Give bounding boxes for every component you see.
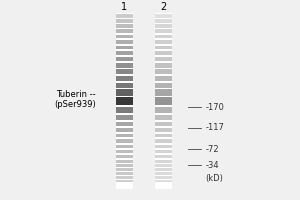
Bar bbox=[116, 115, 133, 120]
Bar bbox=[116, 145, 133, 148]
Bar bbox=[155, 89, 172, 96]
Bar bbox=[155, 172, 172, 175]
Bar bbox=[116, 128, 133, 132]
Bar bbox=[116, 46, 133, 49]
Bar bbox=[116, 57, 133, 61]
Bar bbox=[155, 40, 172, 44]
Bar bbox=[116, 24, 133, 28]
Bar bbox=[116, 168, 133, 171]
Bar bbox=[116, 35, 133, 38]
Bar bbox=[155, 122, 172, 126]
Bar bbox=[116, 63, 133, 68]
Bar bbox=[116, 19, 133, 23]
Bar bbox=[116, 180, 133, 182]
Bar bbox=[116, 14, 133, 18]
Bar bbox=[116, 176, 133, 179]
Bar bbox=[155, 107, 172, 113]
Text: -72: -72 bbox=[206, 144, 219, 154]
Bar bbox=[155, 19, 172, 23]
Bar bbox=[155, 180, 172, 182]
Text: 1: 1 bbox=[122, 2, 128, 12]
Bar bbox=[155, 51, 172, 55]
Bar bbox=[116, 76, 133, 81]
Bar bbox=[155, 115, 172, 120]
Bar bbox=[155, 46, 172, 49]
Bar bbox=[155, 35, 172, 38]
Text: (kD): (kD) bbox=[206, 174, 224, 184]
Bar bbox=[155, 13, 172, 189]
Bar bbox=[116, 160, 133, 162]
Bar bbox=[155, 134, 172, 137]
Bar bbox=[155, 128, 172, 132]
Bar bbox=[116, 155, 133, 158]
Text: Tuberin --: Tuberin -- bbox=[56, 90, 96, 99]
Bar bbox=[116, 40, 133, 44]
Bar bbox=[116, 164, 133, 167]
Bar bbox=[116, 97, 133, 105]
Bar bbox=[116, 13, 133, 189]
Bar bbox=[116, 139, 133, 143]
Bar bbox=[116, 69, 133, 74]
Bar bbox=[155, 83, 172, 88]
Text: -34: -34 bbox=[206, 160, 219, 170]
Bar bbox=[155, 176, 172, 179]
Bar bbox=[155, 164, 172, 167]
Bar bbox=[116, 150, 133, 153]
Bar bbox=[116, 51, 133, 55]
Bar bbox=[116, 29, 133, 33]
Bar bbox=[155, 160, 172, 162]
Bar bbox=[116, 107, 133, 113]
Bar bbox=[116, 89, 133, 96]
Bar bbox=[155, 97, 172, 105]
Bar bbox=[155, 29, 172, 33]
Text: 2: 2 bbox=[160, 2, 166, 12]
Bar bbox=[155, 150, 172, 153]
Bar bbox=[116, 134, 133, 137]
Text: -117: -117 bbox=[206, 123, 224, 132]
Bar bbox=[155, 155, 172, 158]
Bar bbox=[155, 63, 172, 68]
Bar bbox=[155, 139, 172, 143]
Bar bbox=[155, 14, 172, 18]
Bar bbox=[155, 145, 172, 148]
Bar bbox=[155, 24, 172, 28]
Bar bbox=[155, 76, 172, 81]
Bar bbox=[116, 172, 133, 175]
Bar bbox=[155, 57, 172, 61]
Text: (pSer939): (pSer939) bbox=[54, 100, 96, 109]
Text: -170: -170 bbox=[206, 102, 224, 112]
Bar bbox=[116, 122, 133, 126]
Bar bbox=[155, 69, 172, 74]
Bar bbox=[155, 168, 172, 171]
Bar bbox=[116, 83, 133, 88]
